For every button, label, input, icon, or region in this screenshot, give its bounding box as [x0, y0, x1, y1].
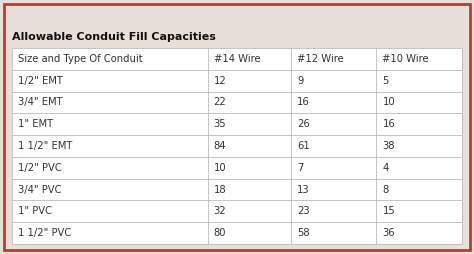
Text: 7: 7 — [297, 163, 303, 173]
Text: 5: 5 — [383, 76, 389, 86]
Text: 1 1/2" EMT: 1 1/2" EMT — [18, 141, 73, 151]
Bar — [12, 48, 462, 244]
Text: 84: 84 — [214, 141, 226, 151]
Text: 38: 38 — [383, 141, 395, 151]
Text: 10: 10 — [214, 163, 227, 173]
Text: 8: 8 — [383, 185, 389, 195]
Text: 1 1/2" PVC: 1 1/2" PVC — [18, 228, 71, 238]
Text: 26: 26 — [297, 119, 310, 129]
Text: 1/2" PVC: 1/2" PVC — [18, 163, 62, 173]
Text: 9: 9 — [297, 76, 303, 86]
Text: 13: 13 — [297, 185, 310, 195]
Text: #14 Wire: #14 Wire — [214, 54, 260, 64]
Text: 23: 23 — [297, 206, 310, 216]
Text: 3/4" EMT: 3/4" EMT — [18, 98, 63, 107]
Text: Allowable Conduit Fill Capacities: Allowable Conduit Fill Capacities — [12, 32, 216, 42]
Text: 58: 58 — [297, 228, 310, 238]
Text: 12: 12 — [214, 76, 227, 86]
Text: 16: 16 — [297, 98, 310, 107]
Text: 4: 4 — [383, 163, 389, 173]
Text: 35: 35 — [214, 119, 227, 129]
Text: 16: 16 — [383, 119, 395, 129]
Text: 32: 32 — [214, 206, 227, 216]
Text: 1/2" EMT: 1/2" EMT — [18, 76, 63, 86]
Text: #12 Wire: #12 Wire — [297, 54, 344, 64]
Text: Size and Type Of Conduit: Size and Type Of Conduit — [18, 54, 143, 64]
Text: #10 Wire: #10 Wire — [383, 54, 429, 64]
Text: 36: 36 — [383, 228, 395, 238]
Text: 80: 80 — [214, 228, 226, 238]
Text: 1" EMT: 1" EMT — [18, 119, 53, 129]
Text: 3/4" PVC: 3/4" PVC — [18, 185, 62, 195]
Text: 1" PVC: 1" PVC — [18, 206, 52, 216]
Text: 61: 61 — [297, 141, 310, 151]
Text: 22: 22 — [214, 98, 227, 107]
Text: 18: 18 — [214, 185, 227, 195]
Text: 10: 10 — [383, 98, 395, 107]
Text: 15: 15 — [383, 206, 395, 216]
